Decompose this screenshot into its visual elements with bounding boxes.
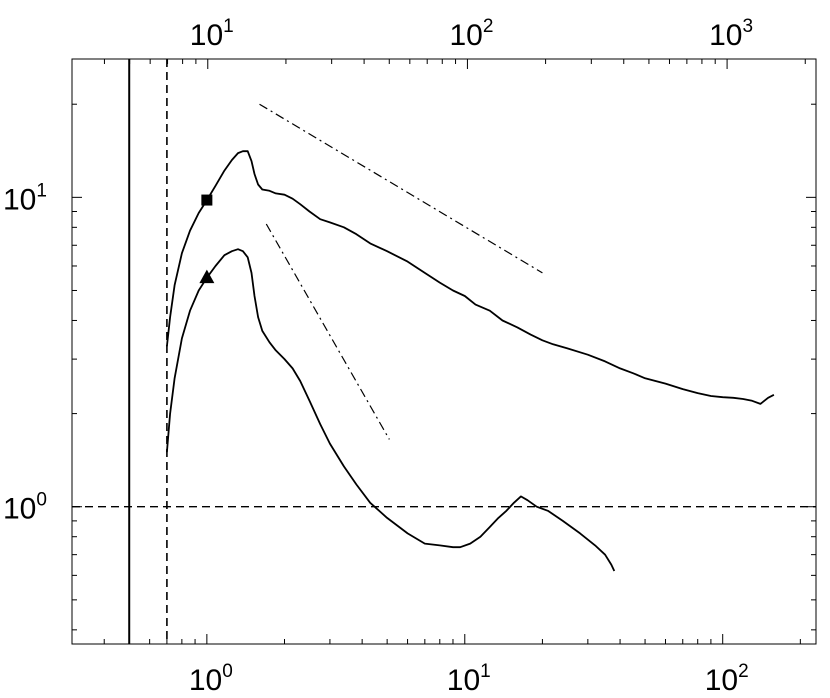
top-x-tick-label: 102 xyxy=(449,16,493,52)
axis-ticks xyxy=(71,59,816,644)
series-line-1 xyxy=(166,150,775,405)
slope-guide-line-2 xyxy=(265,223,390,440)
top-x-tick-label: 103 xyxy=(709,16,753,52)
series-line-2 xyxy=(166,248,616,572)
markers xyxy=(199,194,215,284)
x-tick-label: 100 xyxy=(189,661,233,697)
plot-frame xyxy=(71,58,817,645)
square-marker xyxy=(201,194,213,206)
triangle-marker xyxy=(199,269,215,284)
x-tick-label: 101 xyxy=(447,661,491,697)
tick-labels: 100 101 102 101 102 103 100 101 xyxy=(3,16,753,697)
x-tick-label: 102 xyxy=(705,661,749,697)
series-group xyxy=(166,150,775,572)
reference-lines xyxy=(72,59,816,644)
slope-guide-line-1 xyxy=(259,103,543,274)
top-x-tick-label: 101 xyxy=(190,16,234,52)
y-tick-label: 100 xyxy=(3,490,47,526)
y-tick-label: 101 xyxy=(3,180,47,216)
